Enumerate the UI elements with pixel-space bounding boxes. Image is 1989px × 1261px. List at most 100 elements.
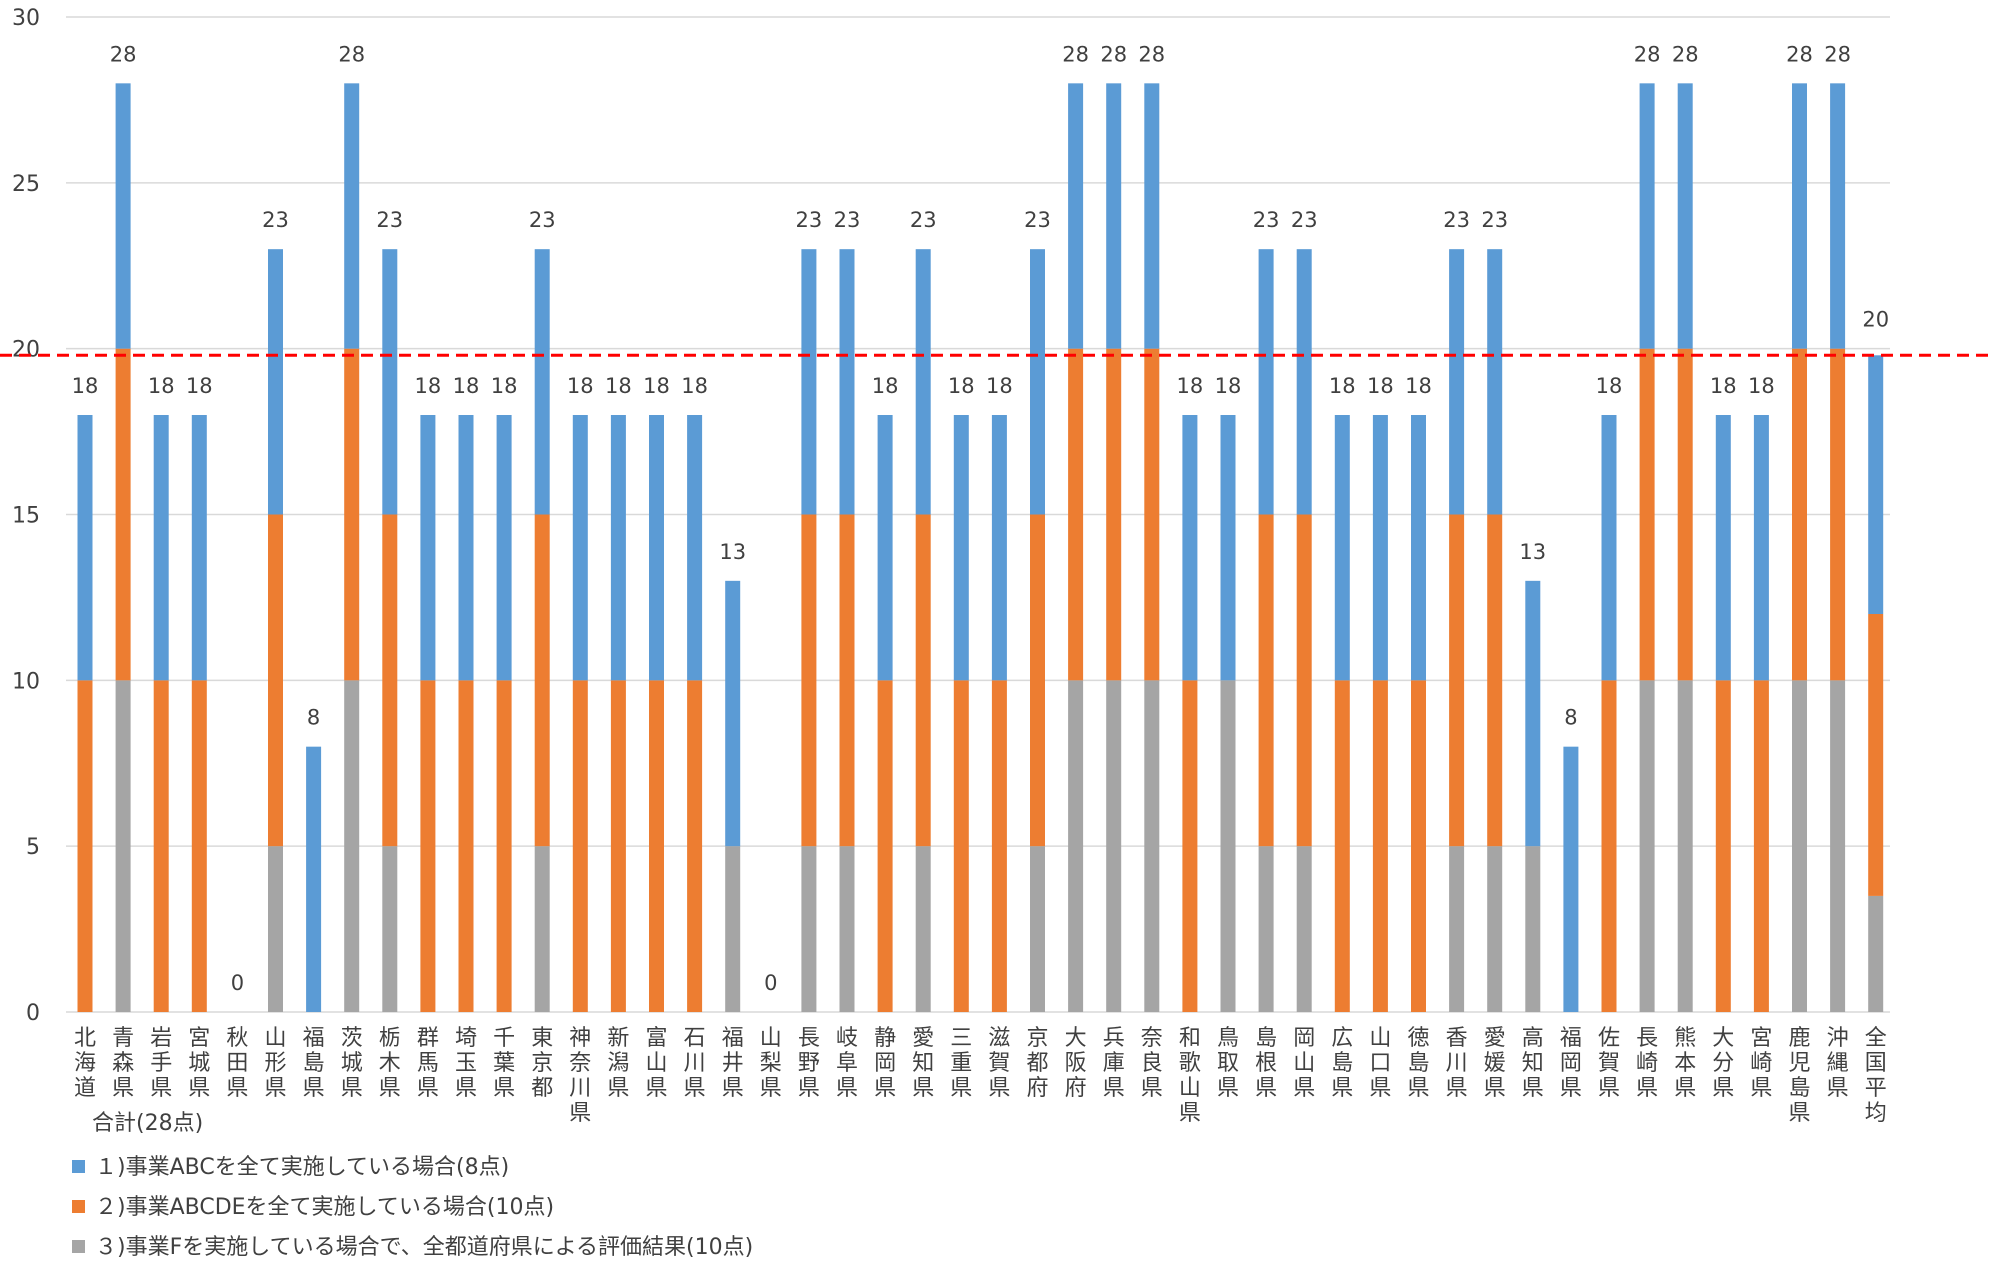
y-axis-ticks: 0 5 10 15 20 25 30 [12, 6, 40, 1026]
bar-segment [1030, 249, 1045, 515]
category-label-char: 兵 [1103, 1026, 1125, 1051]
category-label-char: 県 [1141, 1076, 1163, 1101]
category-label-char: 福 [1560, 1026, 1582, 1051]
bar-segment [1106, 348, 1122, 681]
category-label-char: 県 [988, 1076, 1010, 1101]
category-label-char: 京 [1026, 1026, 1048, 1051]
category-label-char: 岡 [1560, 1051, 1582, 1076]
category-label-char: 徳 [1407, 1026, 1429, 1051]
bar-segment [268, 249, 283, 515]
category-label-char: 県 [1369, 1076, 1391, 1101]
bar-segment [1334, 415, 1350, 681]
category-label-char: 富 [645, 1026, 667, 1051]
bar-segment [77, 680, 93, 1012]
bar-segment [1068, 83, 1084, 349]
total-data-label: 18 [1405, 374, 1432, 398]
total-data-label: 18 [986, 374, 1013, 398]
category-label-char: 県 [1103, 1076, 1125, 1101]
category-label-char: 良 [1141, 1051, 1163, 1076]
total-data-label: 8 [307, 706, 320, 730]
category-label-char: 県 [379, 1076, 401, 1101]
legend-swatch [72, 1240, 85, 1253]
category-label-char: 県 [455, 1076, 477, 1101]
bar-segment [382, 249, 398, 515]
category-label-char: 城 [188, 1051, 210, 1076]
total-data-label: 23 [910, 208, 937, 232]
total-data-label: 20 [1862, 308, 1889, 332]
total-data-label: 0 [231, 971, 244, 995]
category-label-char: 県 [1560, 1076, 1582, 1101]
total-data-label: 18 [567, 374, 594, 398]
bar-segment [1296, 846, 1312, 1012]
bar-segment [1258, 514, 1274, 847]
bar-segment [1487, 249, 1503, 515]
bar-segment [649, 415, 664, 681]
category-label-char: 県 [1331, 1076, 1353, 1101]
x-axis-categories: 北海道青森県岩手県宮城県秋田県山形県福島県茨城県栃木県群馬県埼玉県千葉県東京都神… [74, 1026, 1887, 1126]
category-label-char: 新 [607, 1026, 629, 1051]
category-label-char: 取 [1217, 1051, 1239, 1076]
total-labels: 18 28 18 18 0 23 8 28 23 18 18 18 23 18 18 18 18 13 0 23 23 1… [72, 42, 1889, 995]
category-label-char: 埼 [455, 1026, 477, 1051]
bar-segment [1677, 680, 1693, 1012]
bar-segment [420, 680, 436, 1012]
category-label-char: 県 [1407, 1076, 1429, 1101]
category-label-char: 府 [1026, 1076, 1048, 1101]
total-data-label: 23 [1291, 208, 1318, 232]
bar-segment [1830, 680, 1846, 1012]
bar-segment [1068, 680, 1084, 1012]
bar-segment [610, 415, 626, 681]
category-label-char: 玉 [455, 1051, 477, 1076]
category-label-char: 島 [1788, 1076, 1810, 1101]
total-data-label: 18 [491, 374, 518, 398]
category-label-char: 茨 [341, 1026, 363, 1051]
bar-segment [458, 680, 474, 1012]
bar-segment [572, 680, 588, 1012]
total-data-label: 23 [376, 208, 403, 232]
category-label-char: 県 [417, 1076, 439, 1101]
category-label-char: 県 [226, 1076, 248, 1101]
category-label-char: 県 [836, 1076, 858, 1101]
category-label-char: 川 [684, 1051, 706, 1076]
bar-segment [1449, 514, 1465, 847]
total-data-label: 18 [681, 374, 708, 398]
total-data-label: 28 [1672, 42, 1699, 66]
category-label-char: 根 [1255, 1051, 1277, 1076]
category-label-char: 県 [1293, 1076, 1315, 1101]
category-label-char: 奈 [1141, 1026, 1163, 1051]
bar-segment [534, 846, 550, 1012]
category-label-char: 県 [1750, 1076, 1772, 1101]
category-label-char: 広 [1331, 1026, 1353, 1051]
total-data-label: 18 [948, 374, 975, 398]
bar-segment [572, 415, 588, 681]
bars [77, 83, 1884, 1012]
bar-segment [191, 680, 207, 1012]
category-label-char: 大 [1712, 1026, 1734, 1051]
bar-segment [1182, 680, 1198, 1012]
category-label-char: 山 [760, 1026, 782, 1051]
total-data-label: 18 [1367, 374, 1394, 398]
category-label-char: 宮 [188, 1026, 210, 1051]
bar-segment [1487, 514, 1503, 847]
bar-segment [915, 846, 931, 1012]
bar-segment [1601, 680, 1617, 1012]
category-label-char: 県 [1827, 1076, 1849, 1101]
legend-swatch [72, 1200, 85, 1213]
category-label-char: 賀 [1598, 1051, 1620, 1076]
bar-segment [534, 514, 550, 847]
category-label-char: 佐 [1598, 1026, 1620, 1051]
category-label-char: 県 [1217, 1076, 1239, 1101]
bar-segment [1868, 614, 1884, 896]
bar-segment [534, 249, 550, 515]
category-label-char: 島 [1255, 1026, 1277, 1051]
category-label-char: 石 [684, 1026, 706, 1051]
bar-segment [1715, 415, 1731, 681]
bar-segment [801, 514, 817, 847]
bar-segment [306, 746, 322, 1012]
bar-segment [801, 846, 817, 1012]
category-label-char: 知 [912, 1051, 934, 1076]
category-label-char: 福 [303, 1026, 325, 1051]
category-label-char: 海 [74, 1051, 96, 1076]
total-data-label: 18 [643, 374, 670, 398]
bar-segment [1792, 680, 1807, 1012]
